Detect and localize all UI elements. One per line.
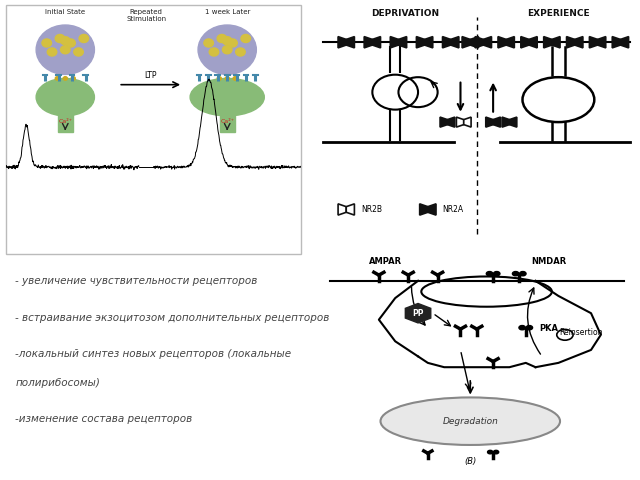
Polygon shape [521,36,529,48]
Polygon shape [405,303,431,323]
Text: Ca²⁺: Ca²⁺ [220,120,234,124]
Bar [220,97,235,132]
Polygon shape [372,36,381,48]
Text: Ca²⁺: Ca²⁺ [58,120,72,124]
Polygon shape [447,117,455,127]
Text: Degradation: Degradation [442,417,498,426]
Polygon shape [506,36,515,48]
Bar [58,97,73,132]
Circle shape [217,77,221,80]
Circle shape [63,77,67,80]
Polygon shape [612,36,620,48]
Circle shape [55,77,60,80]
Polygon shape [575,36,583,48]
Text: - увеличение чувствительности рецепторов: - увеличение чувствительности рецепторов [15,276,258,287]
Text: полирибосомы): полирибосомы) [15,378,100,387]
Text: NR2B: NR2B [361,205,382,214]
Polygon shape [364,36,372,48]
Circle shape [66,39,76,47]
Text: AMPAR: AMPAR [369,256,402,265]
Circle shape [223,36,232,45]
Circle shape [526,325,532,330]
Polygon shape [552,36,560,48]
Circle shape [223,46,232,54]
Polygon shape [462,36,470,48]
Ellipse shape [36,25,95,74]
Text: PP: PP [412,309,424,318]
Circle shape [233,77,237,80]
Polygon shape [464,117,471,127]
Circle shape [493,450,499,454]
Text: Repeated
Stimulation: Repeated Stimulation [126,9,166,22]
Polygon shape [589,36,598,48]
Circle shape [225,77,229,80]
Circle shape [486,272,493,276]
Circle shape [513,272,519,276]
Circle shape [74,48,83,56]
Polygon shape [498,36,506,48]
Ellipse shape [381,397,560,445]
Polygon shape [475,36,483,48]
Polygon shape [483,36,492,48]
Polygon shape [338,204,346,215]
Text: -изменение состава рецепторов: -изменение состава рецепторов [15,414,193,424]
Text: EXPERIENCE: EXPERIENCE [527,9,589,18]
Text: (B): (B) [464,457,476,467]
Circle shape [61,46,70,54]
Circle shape [204,39,213,47]
Circle shape [61,36,70,45]
Polygon shape [346,204,355,215]
Polygon shape [442,36,451,48]
Polygon shape [417,36,424,48]
Text: -локальный синтез новых рецепторов (локальные: -локальный синтез новых рецепторов (лока… [15,349,292,360]
Circle shape [217,35,227,43]
Text: - встраивание экзоцитозом дополнительных рецепторов: - встраивание экзоцитозом дополнительных… [15,313,330,323]
Circle shape [493,272,500,276]
Circle shape [42,39,51,47]
Ellipse shape [36,78,95,116]
Polygon shape [529,36,537,48]
Polygon shape [420,204,428,215]
Circle shape [71,77,76,80]
Polygon shape [424,36,433,48]
Polygon shape [338,36,346,48]
Polygon shape [346,36,355,48]
Ellipse shape [190,78,264,116]
Circle shape [47,48,57,56]
Text: 1 week Later: 1 week Later [205,9,250,14]
Text: Reinsertion: Reinsertion [559,328,603,337]
Polygon shape [428,204,436,215]
Circle shape [209,48,219,56]
Circle shape [241,35,250,43]
Polygon shape [493,117,500,127]
Polygon shape [470,36,479,48]
Polygon shape [544,36,552,48]
Text: LTP: LTP [145,72,157,81]
Text: NR2A: NR2A [442,205,463,214]
Text: NMDAR: NMDAR [531,256,566,265]
Polygon shape [502,117,509,127]
Bar [6,5,301,254]
Polygon shape [399,36,406,48]
Circle shape [228,39,237,47]
Circle shape [520,272,526,276]
Circle shape [236,48,245,56]
Circle shape [488,450,493,454]
Circle shape [519,325,525,330]
Ellipse shape [198,25,257,74]
Polygon shape [456,117,464,127]
Polygon shape [451,36,459,48]
Text: PKA: PKA [539,324,558,333]
Polygon shape [620,36,628,48]
Polygon shape [509,117,516,127]
Polygon shape [566,36,575,48]
Polygon shape [390,36,399,48]
Polygon shape [440,117,447,127]
Polygon shape [486,117,493,127]
Text: DEPRIVATION: DEPRIVATION [371,9,439,18]
Polygon shape [598,36,605,48]
Text: Initial State: Initial State [45,9,85,14]
Circle shape [55,35,65,43]
Circle shape [79,35,88,43]
